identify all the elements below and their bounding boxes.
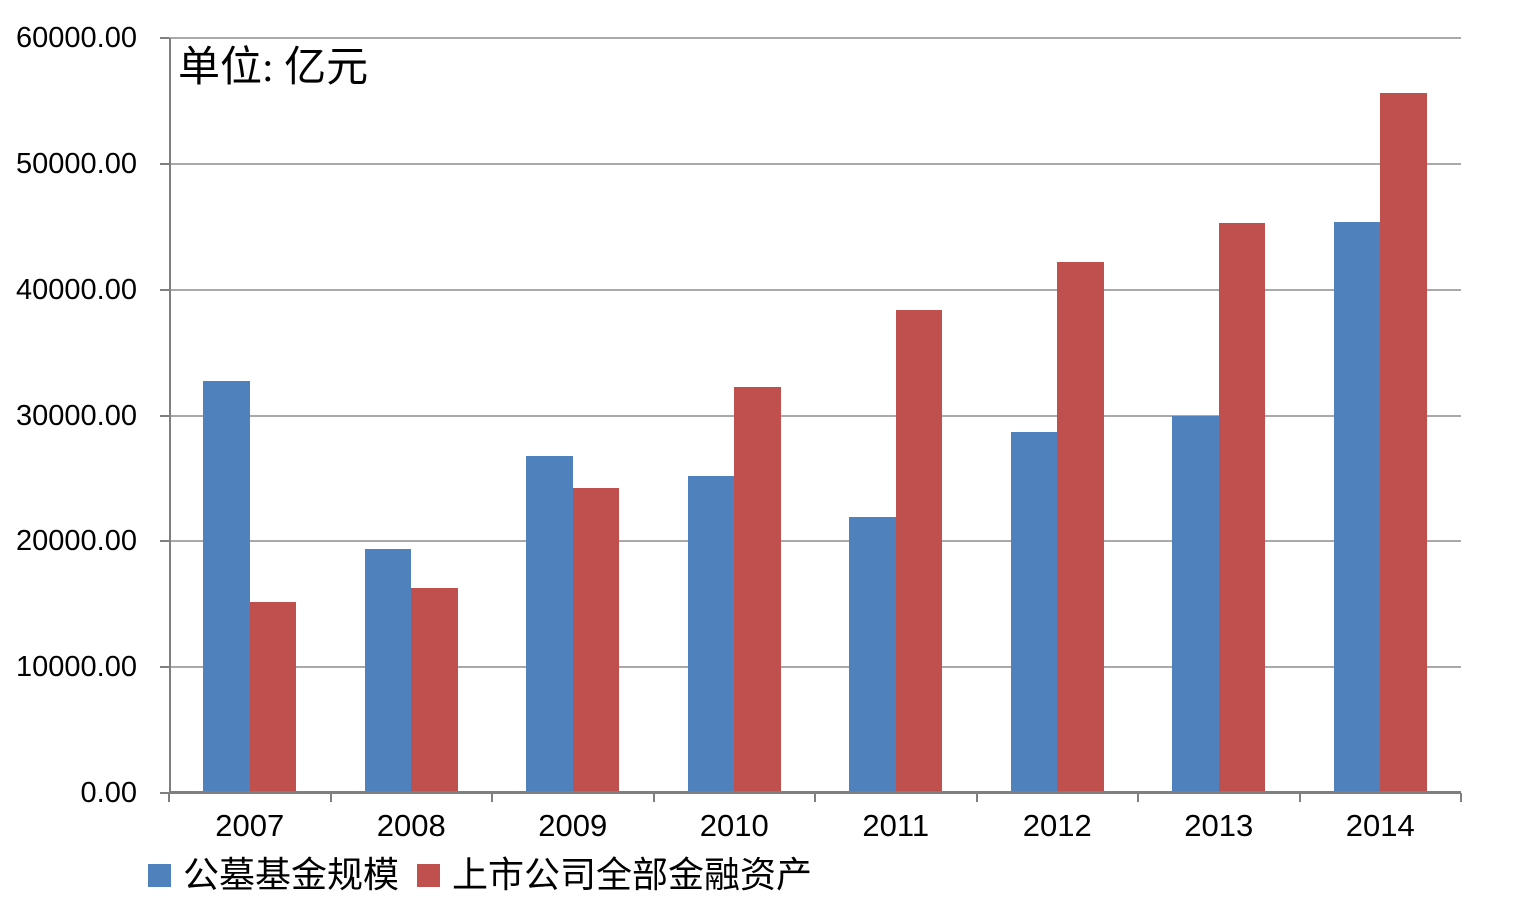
legend: 公墓基金规模 上市公司全部金融资产 (148, 853, 812, 897)
y-axis-tick-label: 40000.00 (16, 273, 137, 306)
gridline (169, 540, 1461, 543)
legend-item-series1: 公墓基金规模 (148, 853, 399, 897)
y-axis-tick-label: 20000.00 (16, 525, 137, 558)
y-axis-tick-label: 0.00 (80, 777, 137, 809)
y-axis-tick (160, 288, 169, 291)
bar-series1-2013 (1172, 415, 1219, 793)
x-axis-category-label: 2014 (1345, 808, 1415, 843)
bar-series1-2011 (849, 517, 896, 793)
x-axis-tick (1137, 793, 1139, 802)
x-axis-category-label: 2007 (215, 808, 285, 843)
bar-series2-2010 (734, 386, 781, 793)
gridline (169, 162, 1461, 165)
y-axis-tick-label: 50000.00 (16, 147, 137, 180)
legend-label: 公墓基金规模 (183, 855, 400, 895)
y-axis-tick-label: 30000.00 (16, 399, 137, 432)
y-axis-tick (160, 162, 169, 165)
x-axis-tick (652, 793, 655, 802)
bar-series2-2012 (1057, 261, 1104, 793)
x-axis-tick (329, 793, 332, 802)
gridline (169, 37, 1461, 39)
y-axis-tick (160, 792, 169, 794)
x-axis-tick (1298, 793, 1301, 802)
x-axis-category-label: 2013 (1184, 808, 1254, 843)
x-axis-category-label: 2008 (376, 808, 446, 843)
bar-series2-2013 (1218, 222, 1266, 793)
y-axis-tick (160, 666, 169, 669)
plot-area (160, 37, 1462, 802)
x-axis-category-label: 2012 (1022, 808, 1092, 843)
bar-series1-2012 (1010, 431, 1058, 793)
y-axis-tick-label: 10000.00 (16, 651, 137, 684)
bar-series2-2008 (411, 587, 458, 793)
bar-series1-2010 (687, 475, 735, 793)
y-axis-tick (160, 37, 169, 39)
bar-series1-2009 (526, 455, 573, 793)
x-axis-tick (975, 793, 978, 802)
x-axis-tick (814, 793, 816, 802)
y-axis-tick (160, 540, 169, 543)
gridline (169, 414, 1461, 417)
x-axis-tick (168, 793, 170, 802)
x-axis-category-label: 2009 (538, 808, 608, 843)
x-axis-line (169, 791, 1461, 794)
gridline (169, 666, 1461, 669)
x-axis-tick (1460, 793, 1462, 802)
legend-item-series2: 上市公司全部金融资产 (417, 853, 812, 897)
bar-series2-2009 (572, 488, 620, 793)
gridline (169, 288, 1461, 291)
x-axis-tick (491, 793, 493, 802)
unit-annotation: 单位: 亿元 (178, 45, 369, 91)
legend-swatch (417, 863, 441, 887)
bar-series1-2008 (364, 548, 412, 793)
y-axis-tick-label: 60000.00 (16, 22, 137, 54)
y-axis-tick (160, 414, 169, 417)
bar-series1-2014 (1333, 221, 1381, 793)
legend-label: 上市公司全部金融资产 (452, 855, 813, 895)
bar-series1-2007 (203, 380, 250, 793)
bar-series2-2007 (249, 601, 297, 793)
legend-swatch (148, 863, 171, 887)
bar-series2-2014 (1380, 93, 1427, 793)
y-axis-line (169, 38, 171, 793)
x-axis-category-label: 2010 (699, 808, 769, 843)
x-axis-category-label: 2011 (862, 808, 930, 843)
bar-series2-2011 (895, 309, 943, 793)
